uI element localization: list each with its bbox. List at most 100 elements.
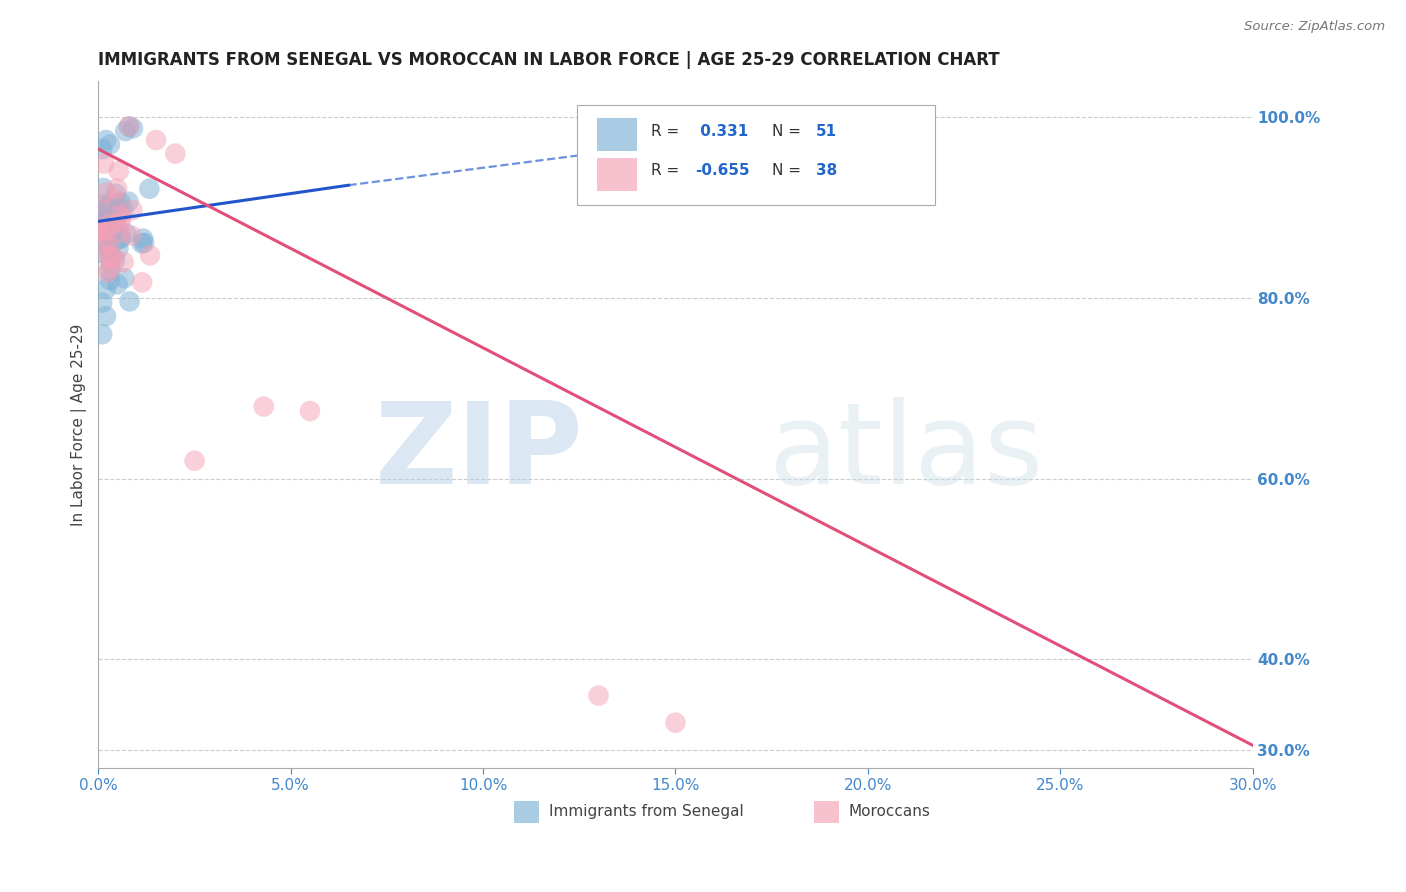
- Text: N =: N =: [772, 163, 806, 178]
- Point: [94, 133, 117, 147]
- Point: [118, 294, 141, 309]
- Text: 51: 51: [817, 124, 838, 139]
- Point: [253, 400, 276, 414]
- Point: [132, 231, 155, 245]
- Text: 0.331: 0.331: [695, 124, 748, 139]
- Point: [91, 295, 114, 310]
- Point: [98, 263, 121, 277]
- Point: [93, 214, 115, 228]
- Point: [107, 277, 129, 292]
- Point: [94, 234, 117, 248]
- Point: [108, 232, 131, 246]
- Point: [110, 231, 132, 245]
- Text: N =: N =: [772, 124, 806, 139]
- Y-axis label: In Labor Force | Age 25-29: In Labor Force | Age 25-29: [72, 324, 87, 525]
- Text: Source: ZipAtlas.com: Source: ZipAtlas.com: [1244, 20, 1385, 33]
- Point: [103, 224, 125, 238]
- Point: [108, 207, 131, 221]
- Point: [94, 309, 117, 323]
- Point: [110, 226, 132, 240]
- FancyBboxPatch shape: [578, 105, 935, 205]
- Point: [94, 237, 117, 252]
- Point: [112, 255, 135, 269]
- Text: R =: R =: [651, 163, 685, 178]
- Point: [139, 248, 162, 262]
- Text: ZIP: ZIP: [374, 397, 583, 508]
- Text: atlas: atlas: [768, 397, 1043, 508]
- Point: [664, 715, 686, 730]
- Point: [94, 214, 117, 228]
- Point: [96, 201, 118, 215]
- Point: [120, 228, 142, 243]
- Point: [112, 271, 135, 285]
- Point: [107, 221, 129, 235]
- Point: [104, 193, 127, 207]
- Point: [100, 261, 122, 276]
- Point: [98, 273, 121, 287]
- Point: [121, 202, 143, 217]
- Point: [105, 195, 128, 210]
- Point: [96, 248, 118, 262]
- Point: [98, 220, 121, 235]
- Point: [91, 198, 114, 212]
- Point: [110, 211, 132, 225]
- Point: [91, 327, 114, 342]
- Point: [112, 203, 135, 218]
- Point: [107, 164, 129, 178]
- Text: R =: R =: [651, 124, 685, 139]
- Point: [117, 194, 139, 209]
- Point: [98, 238, 121, 252]
- Point: [104, 253, 127, 268]
- Point: [165, 146, 187, 161]
- Point: [98, 243, 121, 257]
- Point: [108, 215, 131, 229]
- Point: [96, 265, 118, 279]
- Point: [131, 236, 153, 251]
- Point: [91, 246, 114, 260]
- Point: [91, 142, 114, 156]
- Bar: [513, 802, 540, 823]
- Bar: [598, 158, 637, 191]
- Point: [94, 225, 117, 239]
- Point: [89, 202, 111, 216]
- Point: [183, 454, 205, 468]
- Point: [104, 186, 127, 201]
- Point: [96, 186, 118, 200]
- Point: [145, 133, 167, 147]
- Point: [91, 181, 114, 195]
- Point: [91, 213, 114, 227]
- Bar: [598, 119, 637, 152]
- Point: [98, 228, 121, 243]
- Point: [588, 689, 610, 703]
- Point: [105, 181, 128, 195]
- Point: [93, 224, 115, 238]
- Point: [91, 202, 114, 216]
- Point: [89, 214, 111, 228]
- Point: [134, 235, 156, 250]
- Point: [298, 404, 321, 418]
- Point: [98, 197, 121, 211]
- Point: [138, 182, 160, 196]
- Point: [97, 241, 120, 255]
- Text: -0.655: -0.655: [695, 163, 749, 178]
- Point: [110, 196, 132, 211]
- Point: [98, 256, 121, 270]
- Point: [114, 124, 136, 138]
- Point: [93, 156, 115, 170]
- Point: [108, 207, 131, 221]
- Point: [94, 282, 117, 296]
- Point: [103, 250, 125, 264]
- Point: [115, 227, 138, 241]
- Point: [98, 216, 121, 230]
- Text: 38: 38: [817, 163, 838, 178]
- Point: [131, 276, 153, 290]
- Point: [118, 120, 141, 134]
- Point: [87, 221, 110, 235]
- Bar: [814, 802, 839, 823]
- Text: IMMIGRANTS FROM SENEGAL VS MOROCCAN IN LABOR FORCE | AGE 25-29 CORRELATION CHART: IMMIGRANTS FROM SENEGAL VS MOROCCAN IN L…: [98, 51, 1000, 69]
- Point: [93, 224, 115, 238]
- Point: [100, 252, 122, 267]
- Point: [98, 137, 121, 152]
- Point: [87, 221, 110, 235]
- Text: Immigrants from Senegal: Immigrants from Senegal: [548, 805, 744, 819]
